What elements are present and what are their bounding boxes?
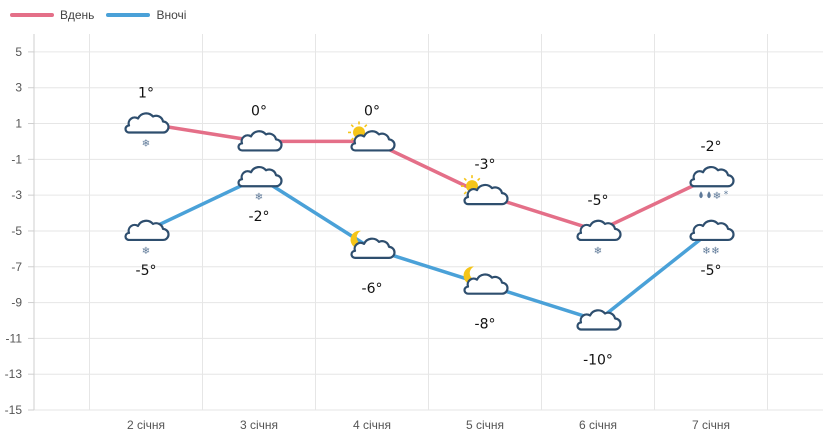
data-label-night: -10° <box>583 352 613 368</box>
data-label-day: -2° <box>701 139 722 155</box>
y-tick-label: -7 <box>11 260 22 274</box>
sun-ray <box>350 124 354 128</box>
data-label-night: -2° <box>249 209 270 225</box>
cloud-shape <box>576 309 622 331</box>
sun-ray <box>350 137 354 141</box>
y-tick-label: 5 <box>15 45 22 59</box>
y-tick-label: 1 <box>15 117 22 131</box>
moon-shape <box>463 266 481 285</box>
data-label-day: -3° <box>475 157 496 173</box>
cloud-shape <box>463 273 509 295</box>
y-tick-label: -5 <box>11 224 22 238</box>
legend-swatch-night <box>106 13 151 17</box>
sun-cloud-icon <box>348 121 396 152</box>
moon-shape <box>350 230 368 249</box>
grid: 5 3 1 -1 -3 -5 -7 -9 -11 -13 -15 2 січня 3 січня 4 сі… <box>5 34 823 432</box>
legend-item-night[interactable]: Вночі <box>106 8 186 22</box>
y-tick-label: -9 <box>11 296 22 310</box>
y-tick-label: -3 <box>11 188 22 202</box>
legend-swatch-day <box>10 13 54 17</box>
cloud-snow-icon: ❄ <box>124 112 170 150</box>
snowflake-glyph: ❄ <box>255 192 263 203</box>
cloud-shape <box>689 166 735 188</box>
cloud-shape <box>124 112 170 134</box>
data-label-night: -5° <box>701 263 722 279</box>
cloud-shape <box>237 130 283 152</box>
y-tick-label: -13 <box>5 367 23 381</box>
cloud-icon <box>237 130 283 152</box>
data-label-day: -5° <box>588 193 609 209</box>
raindrop-shape <box>707 191 711 199</box>
snowflake-glyph: ❄ <box>142 139 150 150</box>
y-tick-label: 3 <box>15 81 22 95</box>
cloud-rain-snow-icon: ❄ * <box>689 166 735 202</box>
y-tick-label: -15 <box>5 403 23 417</box>
snowflake-glyph: ❄ <box>142 246 150 257</box>
cloud-shape <box>124 219 170 242</box>
snowflake-glyph: ❄ <box>702 246 710 257</box>
data-label-night: -8° <box>475 317 496 333</box>
data-label-day: 0° <box>251 103 267 119</box>
sun-ray <box>477 177 481 182</box>
legend-label-day: Вдень <box>60 8 95 22</box>
y-tick-label: -11 <box>6 331 23 345</box>
sun-cloud-icon <box>461 175 509 206</box>
snowflake-glyph: ❄ <box>713 191 721 202</box>
cloud-shape <box>350 130 396 152</box>
cloud-snow-icon: ❄ <box>576 219 622 257</box>
cloud-shape <box>689 219 735 242</box>
moon-cloud-icon <box>463 266 509 295</box>
cloud-snow-icon: ❄ <box>124 219 170 257</box>
data-label-day: 0° <box>364 103 380 119</box>
cloud-heavy-snow-icon: ❄ ❄ <box>689 219 735 257</box>
cloud-shape <box>350 237 396 259</box>
series-line-day <box>144 121 713 233</box>
snowflake-glyph: ❄ <box>594 246 602 257</box>
snowflake-glyph: * <box>724 190 729 200</box>
snowflake-glyph: ❄ <box>711 246 719 257</box>
data-label-night: -5° <box>136 263 157 279</box>
sun-ray <box>463 177 467 182</box>
sun-ray <box>463 191 467 195</box>
legend-item-day[interactable]: Вдень <box>10 8 94 22</box>
cloud-shape <box>463 183 509 206</box>
moon-cloud-icon <box>350 230 396 259</box>
y-tick-label: -1 <box>11 152 22 166</box>
x-tick-label: 2 січня <box>127 418 165 432</box>
cloud-shape <box>576 219 622 242</box>
sun-ray <box>364 124 368 128</box>
legend-label-night: Вночі <box>156 8 187 22</box>
cloud-shape <box>237 166 283 188</box>
x-tick-label: 5 січня <box>466 418 504 432</box>
cloud-snow-icon: ❄ <box>237 166 283 203</box>
x-tick-label: 3 січня <box>240 418 278 432</box>
cloud-icon <box>576 309 622 331</box>
x-tick-label: 7 січня <box>692 418 730 432</box>
data-label-night: -6° <box>362 281 383 297</box>
x-tick-label: 4 січня <box>353 418 391 432</box>
raindrop-shape <box>699 191 703 199</box>
chart-legend: Вдень Вночі <box>10 8 198 22</box>
x-tick-label: 6 січня <box>579 418 617 432</box>
data-label-day: 1° <box>138 86 154 102</box>
